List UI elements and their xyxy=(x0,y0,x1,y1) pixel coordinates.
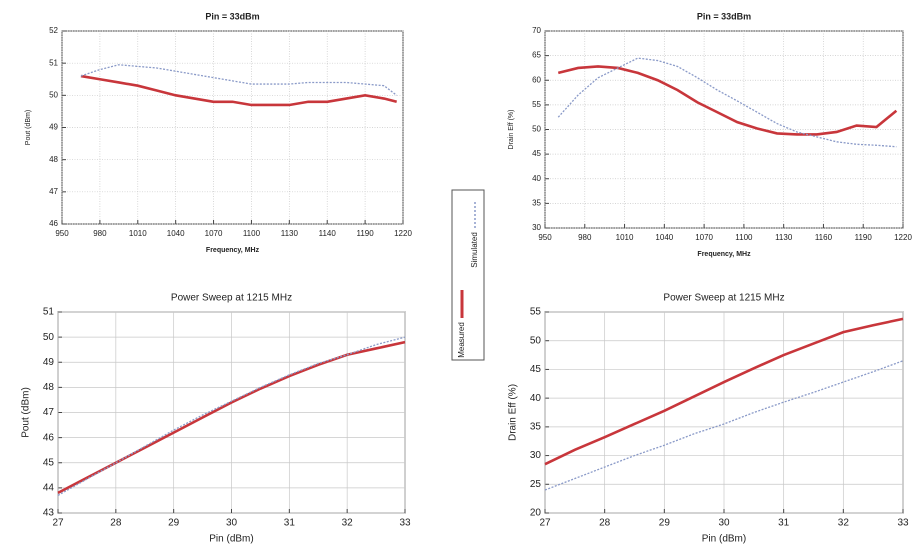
series-line xyxy=(557,65,898,136)
x-tick-label: 27 xyxy=(52,518,64,529)
x-tick-label: 950 xyxy=(538,233,552,242)
plot-area xyxy=(544,30,904,229)
x-tick-label: 980 xyxy=(578,233,592,242)
y-tick-label: 55 xyxy=(530,307,542,318)
y-tick-label: 30 xyxy=(530,450,542,461)
x-tick-label: 980 xyxy=(93,229,107,238)
x-tick-label: 29 xyxy=(659,518,671,529)
x-tick-label: 31 xyxy=(284,518,296,529)
x-tick-label: 1130 xyxy=(775,233,793,242)
y-tick-label: 48 xyxy=(49,155,58,164)
x-axis-label: Pin (dBm) xyxy=(702,534,746,545)
y-tick-label: 40 xyxy=(530,393,542,404)
series-line xyxy=(544,360,904,491)
x-axis-label: Frequency, MHz xyxy=(206,247,260,254)
y-tick-label: 30 xyxy=(532,223,541,232)
x-tick-label: 1190 xyxy=(855,233,873,242)
x-tick-label: 1070 xyxy=(695,233,713,242)
y-tick-label: 51 xyxy=(43,307,55,318)
y-tick-label: 46 xyxy=(43,432,55,443)
y-axis-label: Pout (dBm) xyxy=(25,110,32,145)
series-line xyxy=(57,336,406,496)
y-tick-label: 50 xyxy=(43,332,55,343)
subplot: 46 47 48 49 50 51 52 950 980 1010 1040 1070 1100 1130… xyxy=(25,11,413,253)
x-tick-label: 1130 xyxy=(281,229,299,238)
y-tick-label: 48 xyxy=(43,382,55,393)
y-tick-label: 47 xyxy=(43,407,55,418)
x-tick-label: 32 xyxy=(342,518,354,529)
y-axis-label: Pout (dBm) xyxy=(21,387,32,438)
x-tick-label: 28 xyxy=(599,518,611,529)
y-tick-label: 55 xyxy=(532,100,541,109)
y-tick-label: 43 xyxy=(43,508,55,519)
x-axis-label: Pin (dBm) xyxy=(209,534,253,545)
x-tick-label: 1010 xyxy=(616,233,634,242)
x-tick-label: 33 xyxy=(399,518,411,529)
x-tick-label: 30 xyxy=(718,518,730,529)
y-axis-label: Drain Eff (%) xyxy=(508,384,519,441)
chart-title: Pin = 33dBm xyxy=(205,11,259,21)
x-tick-label: 1100 xyxy=(735,233,753,242)
x-tick-label: 29 xyxy=(168,518,180,529)
x-tick-label: 31 xyxy=(778,518,790,529)
legend: Measured Simulated xyxy=(451,189,485,361)
series-line xyxy=(557,57,897,148)
x-tick-label: 32 xyxy=(838,518,850,529)
chart-title: Power Sweep at 1215 MHz xyxy=(171,293,292,304)
y-tick-label: 25 xyxy=(530,479,542,490)
x-axis-label: Frequency, MHz xyxy=(697,251,751,258)
x-tick-label: 1040 xyxy=(655,233,673,242)
y-tick-label: 35 xyxy=(532,198,541,207)
y-tick-label: 65 xyxy=(532,51,541,60)
x-tick-label: 1160 xyxy=(815,233,833,242)
chart-title: Power Sweep at 1215 MHz xyxy=(663,293,784,304)
x-tick-label: 950 xyxy=(55,229,69,238)
y-tick-label: 40 xyxy=(532,174,541,183)
legend-label: Measured xyxy=(457,322,466,358)
x-tick-label: 1190 xyxy=(357,229,375,238)
x-tick-label: 27 xyxy=(539,518,551,529)
subplot: 20 25 30 35 40 45 50 55 27 28 29 30 31 32 33 Power Swee… xyxy=(508,293,909,545)
y-tick-label: 47 xyxy=(49,187,58,196)
y-axis-label: Drain Eff (%) xyxy=(508,110,515,150)
y-tick-label: 70 xyxy=(532,26,541,35)
y-tick-label: 50 xyxy=(49,90,58,99)
y-tick-label: 52 xyxy=(49,26,58,35)
x-tick-label: 1010 xyxy=(129,229,147,238)
series-line xyxy=(544,317,904,466)
series-line xyxy=(80,74,398,107)
x-tick-label: 1220 xyxy=(394,229,412,238)
y-tick-label: 35 xyxy=(530,421,542,432)
x-tick-label: 30 xyxy=(226,518,238,529)
y-tick-label: 20 xyxy=(530,508,542,519)
x-tick-label: 33 xyxy=(897,518,909,529)
x-tick-label: 1220 xyxy=(894,233,912,242)
x-tick-label: 1040 xyxy=(167,229,185,238)
x-tick-label: 1140 xyxy=(319,229,337,238)
y-tick-label: 50 xyxy=(530,335,542,346)
y-tick-label: 49 xyxy=(49,123,58,132)
y-tick-label: 51 xyxy=(49,58,58,67)
subplot: 43 44 45 46 47 48 49 50 51 27 28 29 30 31 32 33 Power Sw… xyxy=(21,293,411,545)
x-tick-label: 1070 xyxy=(205,229,223,238)
y-tick-label: 45 xyxy=(530,364,542,375)
y-tick-label: 60 xyxy=(532,75,541,84)
subplot: 30 35 40 45 50 55 60 65 70 950 980 1010 1040 1070 1100… xyxy=(508,11,912,257)
y-tick-label: 49 xyxy=(43,357,55,368)
y-tick-label: 46 xyxy=(49,219,58,228)
y-tick-label: 50 xyxy=(532,125,541,134)
legend-label: Simulated xyxy=(470,232,479,268)
chart-title: Pin = 33dBm xyxy=(697,11,751,21)
x-tick-label: 28 xyxy=(110,518,122,529)
x-tick-label: 1100 xyxy=(243,229,261,238)
y-tick-label: 44 xyxy=(43,483,55,494)
y-tick-label: 45 xyxy=(532,149,541,158)
y-tick-label: 45 xyxy=(43,457,55,468)
legend-box xyxy=(451,189,485,361)
